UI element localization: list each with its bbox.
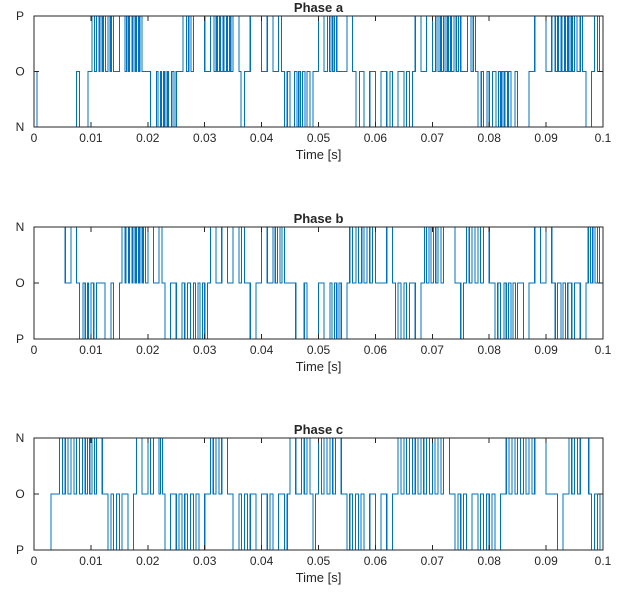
phase-b-xtick-label: 0.06	[364, 343, 388, 357]
phase-c-xtick-label: 0.09	[534, 554, 558, 568]
phase-c-xtick-label: 0.06	[364, 554, 388, 568]
phase-c-xlabel: Time [s]	[296, 570, 342, 585]
phase-b-ytick-label: N	[16, 220, 25, 234]
phase-c-xtick-label: 0.01	[79, 554, 103, 568]
phase-b-xtick-label: 0.03	[193, 343, 217, 357]
phase-c-ytick-label: N	[16, 431, 25, 445]
subplot-phase-c: 0 0.01 0.02 0.03 0.04 0.05 0.06 0.07 0.08 0.09 0.1…	[15, 422, 611, 585]
phase-b-xtick-label: 0.08	[478, 343, 502, 357]
phase-a-ytick-label: P	[16, 9, 24, 23]
phase-c-ytick-label: P	[16, 543, 24, 557]
phase-c-ytick-label: O	[15, 487, 24, 501]
phase-a-xtick-label: 0.06	[364, 131, 388, 145]
phase-b-series-line	[34, 226, 604, 340]
phase-b-xtick-label: 0	[31, 343, 38, 357]
phase-c-series-line	[34, 437, 604, 551]
phase-a-xlabel: Time [s]	[296, 147, 342, 162]
phase-c-xtick-label: 0.03	[193, 554, 217, 568]
phase-a-ytick-label: O	[15, 65, 24, 79]
phase-b-xtick-label: 0.02	[136, 343, 160, 357]
phase-a-title: Phase a	[294, 0, 344, 15]
phase-a-xtick-label: 0.09	[534, 131, 558, 145]
phase-b-xtick-label: 0.1	[595, 343, 612, 357]
phase-c-xtick-label: 0.1	[595, 554, 612, 568]
phase-c-xtick-label: 0.08	[478, 554, 502, 568]
phase-a-xtick-label: 0.1	[595, 131, 612, 145]
phase-a-xtick-label: 0	[31, 131, 38, 145]
phase-c-xtick-label: 0.05	[307, 554, 331, 568]
phase-b-ytick-label: O	[15, 276, 24, 290]
phase-a-xtick-label: 0.02	[136, 131, 160, 145]
phase-b-xtick-label: 0.01	[79, 343, 103, 357]
phase-c-xtick-label: 0.04	[250, 554, 274, 568]
phase-b-xtick-label: 0.04	[250, 343, 274, 357]
phase-a-ytick-label: N	[16, 120, 25, 134]
phase-b-xtick-label: 0.09	[534, 343, 558, 357]
phase-b-xtick-label: 0.05	[307, 343, 331, 357]
phase-c-xtick-label: 0.07	[421, 554, 445, 568]
phase-a-xtick-label: 0.03	[193, 131, 217, 145]
phase-a-xtick-label: 0.05	[307, 131, 331, 145]
phase-b-title: Phase b	[294, 211, 344, 226]
phase-a-xtick-label: 0.04	[250, 131, 274, 145]
phase-a-xtick-label: 0.07	[421, 131, 445, 145]
phase-c-title: Phase c	[294, 422, 343, 437]
phase-c-xtick-label: 0.02	[136, 554, 160, 568]
subplot-phase-b: 0 0.01 0.02 0.03 0.04 0.05 0.06 0.07 0.08 0.09 0.1…	[15, 211, 611, 374]
phase-c-xtick-label: 0	[31, 554, 38, 568]
phase-a-series-line	[34, 15, 604, 128]
phase-a-xtick-label: 0.01	[79, 131, 103, 145]
phase-b-xlabel: Time [s]	[296, 359, 342, 374]
phase-a-xtick-label: 0.08	[478, 131, 502, 145]
phase-b-xtick-label: 0.07	[421, 343, 445, 357]
phase-b-ytick-label: P	[16, 332, 24, 346]
subplot-phase-a: 0 0.01 0.02 0.03 0.04 0.05 0.06 0.07 0.08 0.09 0.1…	[15, 0, 611, 162]
